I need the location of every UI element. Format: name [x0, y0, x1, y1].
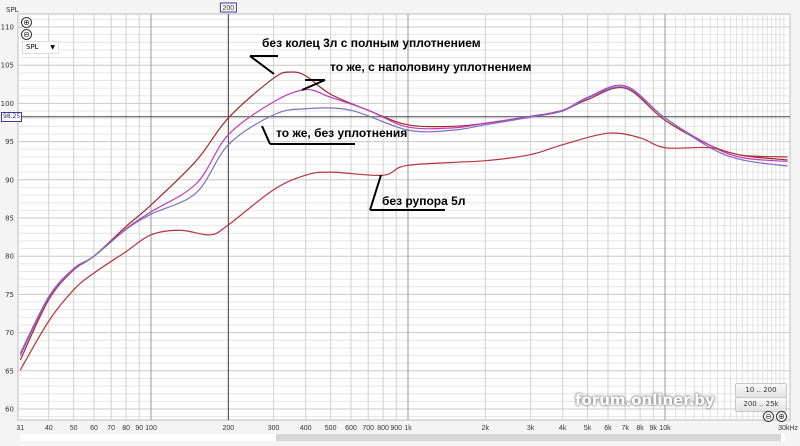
x-tick-label: 70	[107, 425, 115, 432]
range-10-200-button[interactable]: 10 .. 200	[735, 383, 787, 398]
x-tick-label: 100	[145, 425, 157, 432]
x-tick-label: 200	[223, 425, 235, 432]
x-tick-label: 7k	[621, 425, 629, 432]
x-tick-label: 900	[390, 425, 402, 432]
zoom-out-y-icon[interactable]: ⊖	[21, 29, 32, 40]
plot-area	[17, 13, 791, 421]
x-scrollbar-thumb[interactable]	[276, 434, 781, 441]
zoom-in-y-icon[interactable]: ⊕	[21, 17, 32, 28]
y-tick-label: 80	[5, 253, 14, 261]
annotation-leader-line	[301, 79, 326, 91]
x-tick-label: 800	[377, 425, 389, 432]
y-tick-label: 100	[1, 100, 14, 108]
x-tick-label: 10k	[659, 425, 671, 432]
x-tick-label: 3k	[527, 425, 535, 432]
x-tick-label: 50	[70, 425, 78, 432]
y-unit-value: SPL	[26, 43, 39, 51]
cursor-x-readout-box	[219, 2, 237, 13]
y-tick-label: 65	[5, 367, 14, 375]
y-tick-label: 75	[5, 291, 14, 299]
x-tick-label: 4k	[559, 425, 567, 432]
cursor-x-readout: 200	[223, 5, 235, 12]
y-tick-label: 70	[5, 329, 14, 337]
x-tick-label: 500	[325, 425, 337, 432]
x-tick-label: 40	[45, 425, 53, 432]
annotation-leader-line	[249, 55, 275, 75]
annotation-label: без рупора 5л	[382, 194, 465, 208]
x-tick-label: 300	[268, 425, 280, 432]
x-tick-label: 6k	[604, 425, 612, 432]
cursor-y-readout: 98.25	[1, 112, 23, 122]
annotation-label: то же, без уплотнения	[276, 126, 407, 140]
x-tick-label: 2k	[482, 425, 490, 432]
x-tick-label: 8k	[636, 425, 644, 432]
watermark: forum.onliner.by	[575, 391, 715, 409]
y-tick-label: 85	[5, 215, 14, 223]
x-tick-label: 80	[122, 425, 130, 432]
series-line-3	[19, 86, 788, 354]
x-tick-label: 5k	[584, 425, 592, 432]
y-tick-label: 105	[1, 62, 14, 70]
zoom-out-x-icon[interactable]: ⊖	[763, 411, 774, 422]
range-200-25k-button[interactable]: 200 .. 25k	[735, 397, 787, 412]
y-tick-label: 95	[5, 138, 14, 146]
series-line-4	[19, 132, 788, 371]
annotation-label: то же, с наполовину уплотнением	[330, 60, 531, 74]
x-tick-label: 9k	[650, 425, 658, 432]
x-tick-label: 60	[90, 425, 98, 432]
annotation-label: без колец 3л с полным уплотнением	[262, 36, 481, 50]
series-line-1	[19, 71, 788, 361]
x-tick-label: 90	[135, 425, 143, 432]
y-axis-title: SPL	[6, 6, 19, 14]
x-tick-label: 400	[300, 425, 312, 432]
y-unit-select[interactable]: SPL ▼	[22, 41, 59, 54]
x-tick-label: 30kHz	[778, 425, 798, 432]
chevron-down-icon: ▼	[50, 44, 55, 51]
y-tick-label: 90	[5, 176, 14, 184]
annotation-leader-line	[261, 125, 271, 145]
zoom-in-x-icon[interactable]: ⊕	[776, 411, 787, 422]
x-tick-label: 600	[345, 425, 357, 432]
annotation-leader-line	[369, 174, 382, 211]
x-tick-label: 1k	[404, 425, 412, 432]
y-tick-label: 60	[5, 406, 14, 414]
x-tick-label: 31	[16, 425, 24, 432]
x-tick-label: 700	[362, 425, 374, 432]
y-tick-label: 110	[1, 24, 14, 32]
